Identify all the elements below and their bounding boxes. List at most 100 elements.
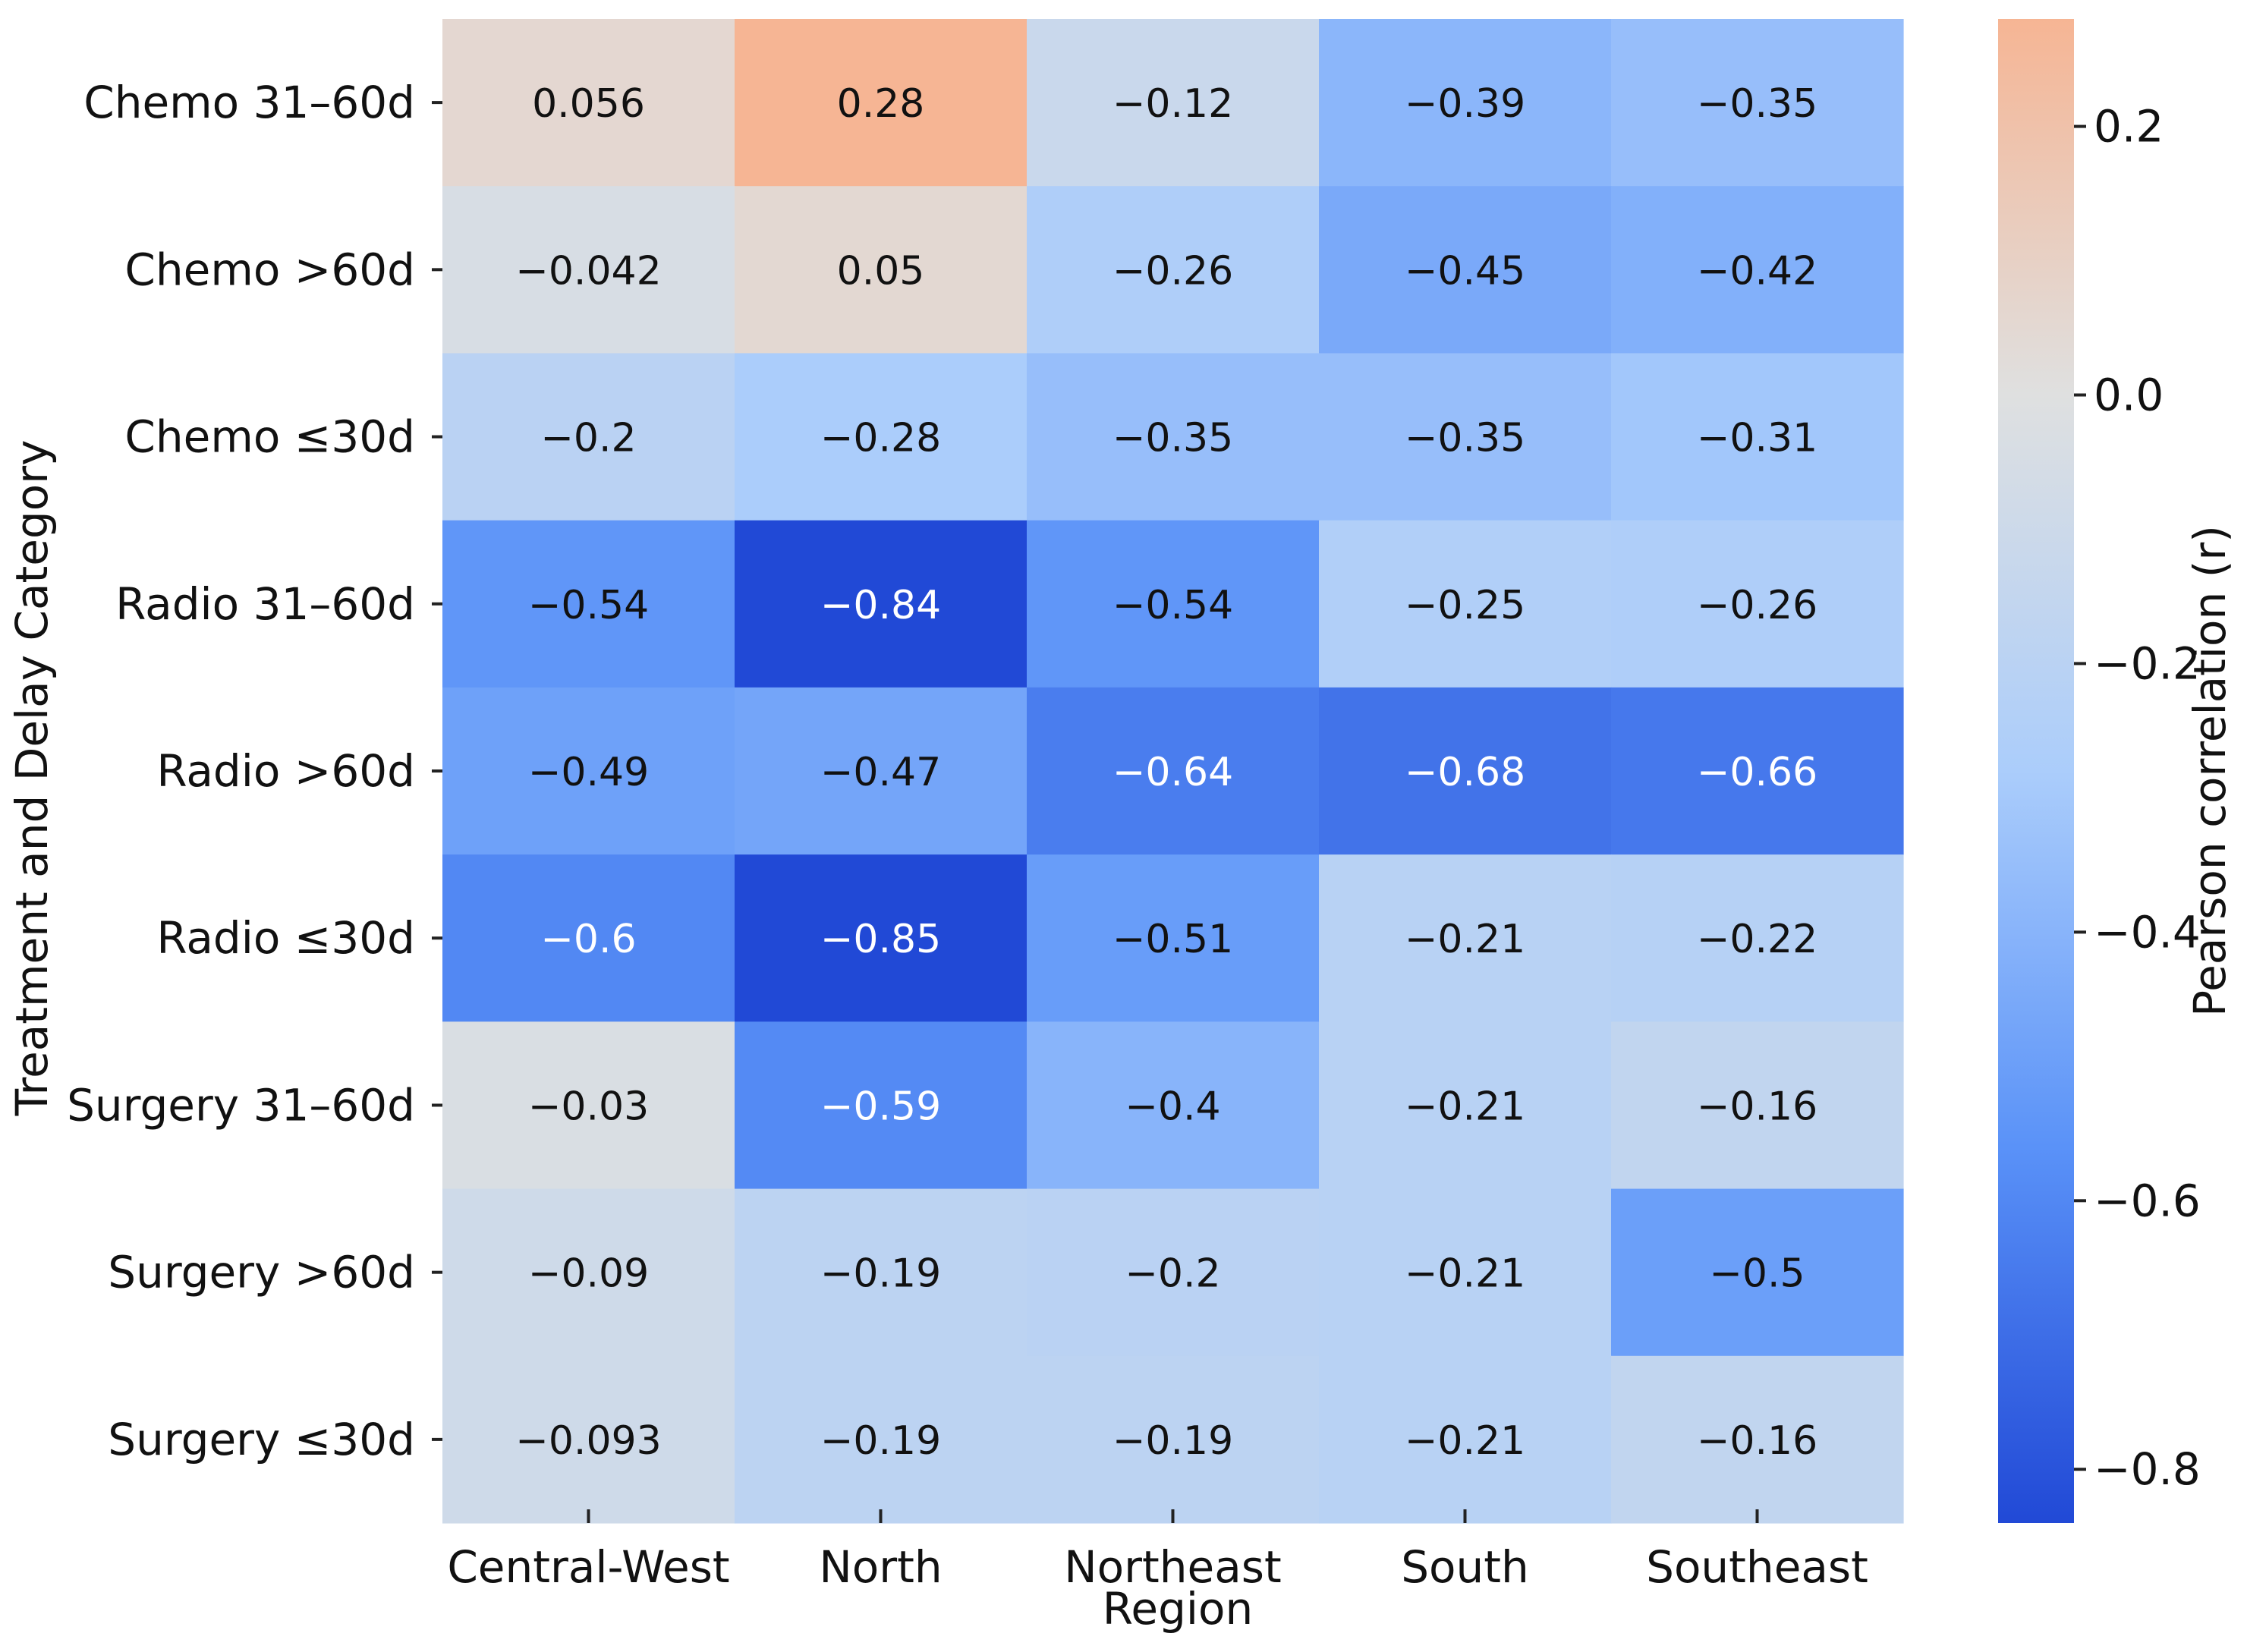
cell-value-label: −0.45 xyxy=(1405,248,1525,294)
heatmap-cell xyxy=(735,19,1028,187)
cell-value-label: −0.21 xyxy=(1405,1251,1525,1297)
cell-value-label: −0.66 xyxy=(1697,750,1817,795)
heatmap-cell xyxy=(735,186,1028,354)
heatmap-cell xyxy=(1027,854,1320,1022)
cell-value-label: −0.35 xyxy=(1112,416,1233,461)
heatmap-cell xyxy=(442,520,735,688)
colorbar-tick-label: 0.0 xyxy=(2094,370,2164,421)
heatmap-cell xyxy=(1611,353,1904,521)
cell-value-label: −0.22 xyxy=(1697,917,1817,962)
cell-value-label: −0.03 xyxy=(528,1084,649,1129)
heatmap-cell xyxy=(1319,854,1612,1022)
cell-value-label: −0.21 xyxy=(1405,1084,1525,1129)
cell-value-label: −0.2 xyxy=(540,416,636,461)
heatmap-cell xyxy=(1611,1021,1904,1190)
y-tick-label: Surgery >60d xyxy=(108,1247,415,1298)
cell-value-label: −0.54 xyxy=(1112,583,1233,628)
cell-value-label: −0.25 xyxy=(1405,583,1525,628)
heatmap-cell xyxy=(1027,353,1320,521)
colorbar-tick-label: −0.4 xyxy=(2094,906,2201,958)
x-tick-labels: Central-West North Northeast South Southeast xyxy=(447,1509,1868,1593)
heatmap-cell xyxy=(442,186,735,354)
colorbar-ticks: 0.2 0.0 −0.2 −0.4 −0.6 −0.8 xyxy=(2074,101,2201,1495)
heatmap-cell xyxy=(442,1188,735,1357)
heatmap-cell xyxy=(1027,687,1320,855)
y-tick-label: Chemo 31–60d xyxy=(83,77,415,128)
heatmap-cell xyxy=(1319,1021,1612,1190)
heatmap-cell xyxy=(1319,19,1612,187)
y-tick-labels: Chemo 31–60d Chemo >60d Chemo ≤30d Radio 31… xyxy=(67,77,442,1465)
heatmap-cell xyxy=(442,353,735,521)
cell-value-label: −0.59 xyxy=(820,1084,941,1129)
heatmap-cells: 0.056 0.28 −0.12 −0.39 −0.35 −0.042 0.05 −0.26 −… xyxy=(442,19,1904,1524)
cell-value-label: −0.64 xyxy=(1112,750,1233,795)
colorbar-tick-label: −0.2 xyxy=(2094,637,2201,689)
heatmap-cell xyxy=(442,19,735,187)
heatmap-cell xyxy=(442,854,735,1022)
heatmap-cell xyxy=(1027,1355,1320,1524)
heatmap-cell xyxy=(442,1021,735,1190)
heatmap-cell xyxy=(1027,1021,1320,1190)
cell-value-label: 0.056 xyxy=(532,81,645,127)
heatmap-cell xyxy=(1611,19,1904,187)
cell-value-label: −0.26 xyxy=(1112,248,1233,294)
heatmap-cell xyxy=(735,854,1028,1022)
x-tick-label: South xyxy=(1401,1541,1529,1593)
cell-value-label: −0.042 xyxy=(515,248,661,294)
y-tick-label: Surgery 31–60d xyxy=(67,1079,415,1131)
heatmap-cell xyxy=(1027,520,1320,688)
heatmap-cell xyxy=(1319,1355,1612,1524)
cell-value-label: −0.21 xyxy=(1405,1418,1525,1464)
heatmap-cell xyxy=(442,1355,735,1524)
heatmap-cell xyxy=(1319,353,1612,521)
heatmap-cell xyxy=(1027,1188,1320,1357)
heatmap-cell xyxy=(735,687,1028,855)
heatmap-cell xyxy=(735,520,1028,688)
heatmap-cell xyxy=(1611,1355,1904,1524)
cell-value-label: −0.54 xyxy=(528,583,649,628)
cell-value-label: −0.2 xyxy=(1125,1251,1220,1297)
heatmap-cell xyxy=(1319,1188,1612,1357)
heatmap-cell xyxy=(442,687,735,855)
cell-value-label: −0.09 xyxy=(528,1251,649,1297)
x-tick-label: Southeast xyxy=(1646,1541,1868,1593)
cell-value-label: −0.28 xyxy=(820,416,941,461)
heatmap-cell xyxy=(1319,186,1612,354)
cell-value-label: −0.6 xyxy=(540,917,636,962)
cell-value-label: −0.39 xyxy=(1405,81,1525,127)
cell-value-label: −0.85 xyxy=(820,917,941,962)
y-tick-label: Chemo ≤30d xyxy=(124,411,415,463)
cell-value-label: 0.05 xyxy=(837,248,925,294)
cell-value-label: −0.35 xyxy=(1405,416,1525,461)
x-tick-label: Central-West xyxy=(447,1541,729,1593)
y-tick-label: Radio ≤30d xyxy=(156,912,415,964)
cell-value-label: −0.093 xyxy=(515,1418,661,1464)
cell-value-label: −0.4 xyxy=(1125,1084,1220,1129)
heatmap-cell xyxy=(1611,687,1904,855)
heatmap-cell xyxy=(1319,520,1612,688)
heatmap-cell xyxy=(735,1188,1028,1357)
cell-value-label: −0.26 xyxy=(1697,583,1817,628)
cell-value-label: −0.35 xyxy=(1697,81,1817,127)
cell-value-label: −0.19 xyxy=(1112,1418,1233,1464)
heatmap-cell xyxy=(1611,186,1904,354)
cell-value-label: −0.12 xyxy=(1112,81,1233,127)
cell-value-label: −0.47 xyxy=(820,750,941,795)
cell-value-label: −0.21 xyxy=(1405,917,1525,962)
heatmap-cell xyxy=(735,353,1028,521)
heatmap-cell xyxy=(1611,1188,1904,1357)
x-tick-label: Northeast xyxy=(1064,1541,1281,1593)
cell-value-label: 0.28 xyxy=(837,81,925,127)
heatmap-cell xyxy=(1027,186,1320,354)
y-axis-label: Treatment and Delay Category xyxy=(6,440,58,1117)
cell-value-label: −0.49 xyxy=(528,750,649,795)
heatmap-cell xyxy=(1611,520,1904,688)
heatmap-cell xyxy=(1027,19,1320,187)
cell-value-label: −0.16 xyxy=(1697,1418,1817,1464)
cell-value-label: −0.19 xyxy=(820,1418,941,1464)
cell-value-label: −0.42 xyxy=(1697,248,1817,294)
cell-value-label: −0.5 xyxy=(1709,1251,1805,1297)
y-tick-label: Surgery ≤30d xyxy=(108,1414,415,1465)
heatmap-cell xyxy=(1611,854,1904,1022)
